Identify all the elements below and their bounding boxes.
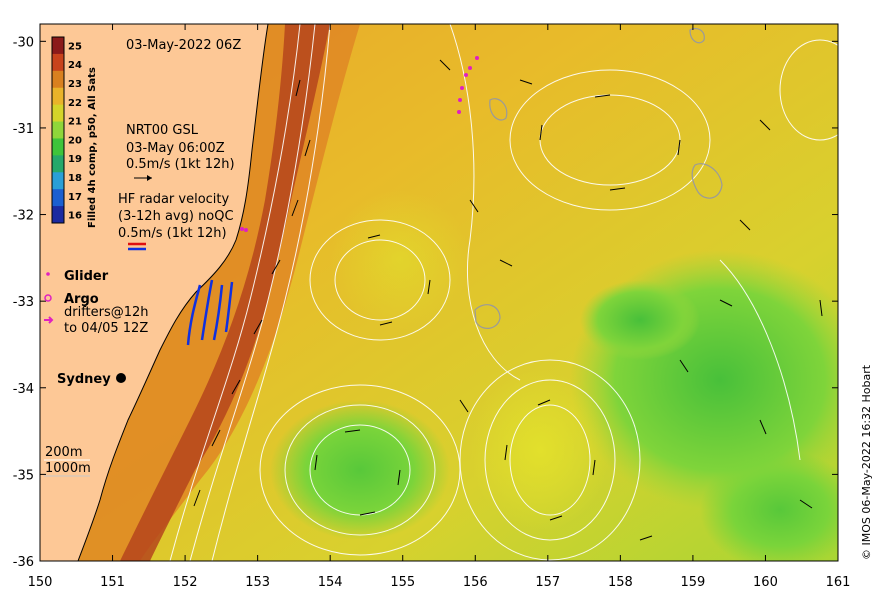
colorbar-segment (52, 53, 64, 72)
colorbar-segment (52, 87, 64, 106)
x-tick-label: 153 (245, 575, 270, 590)
sst-field (40, 24, 838, 561)
colorbar-segment (52, 70, 64, 89)
colorbar-tick-label: 19 (68, 154, 82, 165)
x-tick-label: 161 (826, 575, 851, 590)
y-tick-label: -34 (13, 382, 34, 397)
hf-radar-vectors (186, 279, 234, 346)
colorbar-tick-label: 22 (68, 98, 82, 109)
sydney-label: Sydney (57, 372, 111, 387)
y-tick-label: -32 (13, 209, 34, 224)
colorbar-tick-label: 17 (68, 192, 82, 203)
x-tick-label: 157 (535, 575, 560, 590)
colorbar-segment (52, 206, 64, 224)
colorbar-tick-label: 18 (68, 173, 82, 184)
x-tick-label: 160 (753, 575, 778, 590)
colorbar-frame (51, 36, 65, 224)
colorbar-segment (52, 189, 64, 207)
colorbar-segment (52, 172, 64, 190)
glider-track (240, 56, 479, 232)
colorbar-segment (52, 138, 64, 156)
x-tick-label: 159 (680, 575, 705, 590)
legend-drifters-line2: to 04/05 12Z (64, 321, 148, 336)
plot-frame (39, 23, 839, 562)
gsl-scale-arrow (134, 175, 152, 181)
colorbar-tick-label: 21 (68, 117, 82, 128)
land-mass (39, 23, 269, 562)
colorbar-tick-label: 24 (68, 60, 82, 71)
credit-text: © IMOS 06-May-2022 16:32 Hobart (860, 364, 873, 560)
y-tick-label: -36 (13, 555, 34, 570)
legend-argo: Argo (64, 292, 99, 307)
y-axis: -30 -31 -32 -33 -34 -35 -36 (13, 35, 838, 570)
x-tick-label: 155 (390, 575, 415, 590)
y-tick-label: -35 (13, 468, 34, 483)
x-tick-label: 154 (318, 575, 343, 590)
colorbar-title: Filled 4h comp, p50, All Sats (87, 67, 98, 228)
y-tick-label: -31 (13, 122, 34, 137)
isobath-1000m: 1000m (45, 461, 91, 476)
sydney-marker (116, 373, 126, 383)
seamount-outlines (474, 27, 723, 329)
colorbar-segment (52, 155, 64, 173)
isobath-200m: 200m (45, 445, 82, 460)
x-tick-label: 158 (608, 575, 633, 590)
y-tick-label: -33 (13, 295, 34, 310)
hf-scale-arrows (128, 242, 146, 251)
x-tick-label: 156 (463, 575, 488, 590)
colorbar-segment (52, 104, 64, 123)
x-tick-label: 150 (28, 575, 53, 590)
x-axis: 150 151 152 153 154 155 156 157 158 159 160 161 (28, 24, 851, 590)
x-tick-label: 151 (100, 575, 125, 590)
legend-gsl-line1: NRT00 GSL (126, 123, 199, 138)
legend-hf-line3: 0.5m/s (1kt 12h) (118, 226, 227, 241)
legend-hf-line1: HF radar velocity (118, 192, 230, 207)
glider-legend-marker (46, 272, 50, 276)
colorbar-tick-label: 16 (68, 211, 82, 222)
y-tick-label: -30 (13, 35, 34, 50)
drifter-legend-marker (44, 316, 54, 324)
timestamp: 03-May-2022 06Z (126, 38, 241, 53)
colorbar: 25 24 23 22 21 20 19 18 17 16 (51, 36, 82, 224)
colorbar-segment (52, 37, 64, 55)
current-vectors (193, 59, 823, 541)
colorbar-tick-label: 25 (68, 41, 82, 52)
colorbar-tick-label: 20 (68, 135, 82, 146)
legend-hf-line2: (3-12h avg) noQC (118, 209, 234, 224)
legend-drifters-line1: drifters@12h (64, 305, 149, 320)
colorbar-tick-label: 23 (68, 79, 82, 90)
colorbar-segment (52, 121, 64, 139)
legend-glider: Glider (64, 269, 109, 284)
argo-legend-marker (44, 294, 52, 302)
legend-gsl-line3: 0.5m/s (1kt 12h) (126, 157, 235, 172)
x-tick-label: 152 (173, 575, 198, 590)
legend-gsl-line2: 03-May 06:00Z (126, 141, 225, 156)
